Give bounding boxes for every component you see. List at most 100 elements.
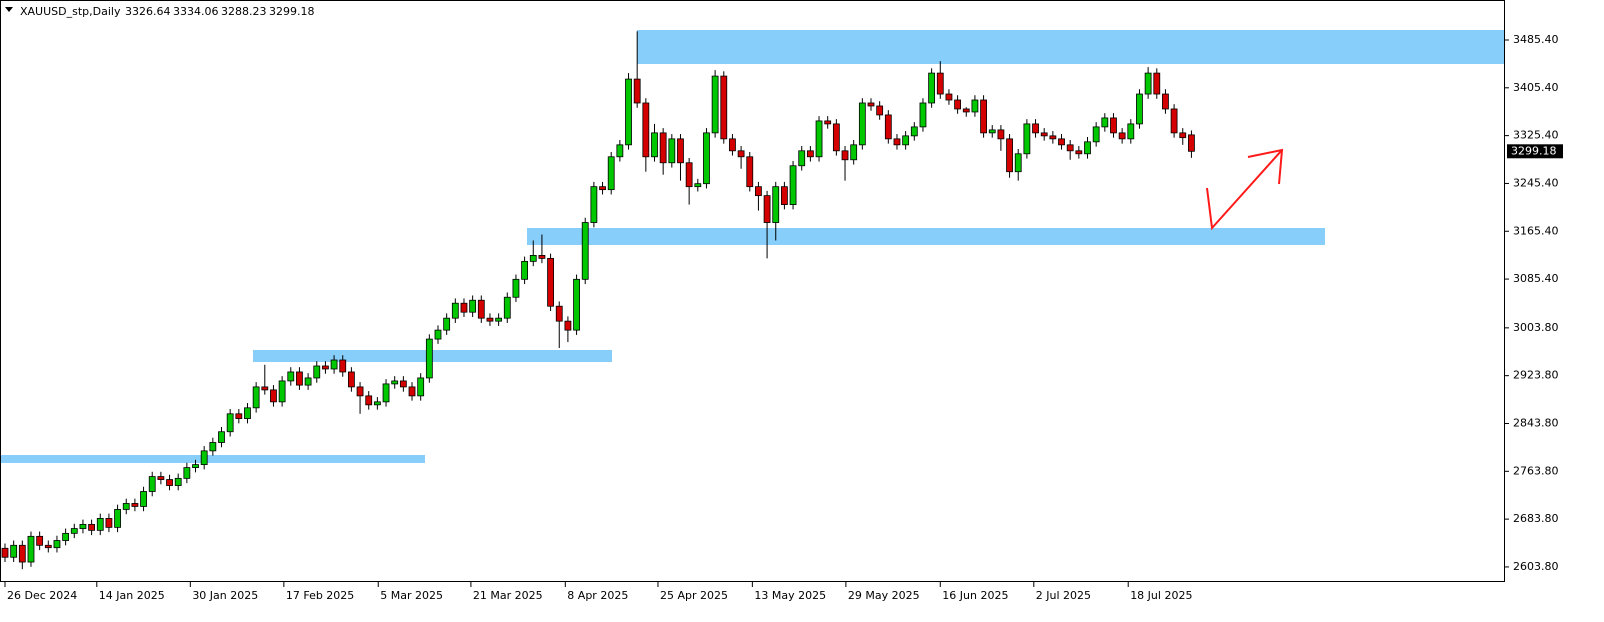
candle-body: [798, 150, 806, 167]
candle-body: [824, 120, 832, 125]
ohlc-close: 3299.18: [269, 5, 315, 18]
candle-body: [252, 386, 260, 409]
candle-body: [1162, 93, 1169, 110]
candle-body: [157, 476, 165, 480]
candle-body: [547, 257, 554, 307]
candle-body: [174, 477, 182, 486]
candle-body: [70, 528, 78, 534]
candle-body: [651, 132, 658, 158]
candle-body: [720, 75, 728, 140]
candle-body: [806, 150, 814, 158]
candle-body: [581, 222, 589, 280]
candle-body: [988, 129, 996, 134]
candle-body: [850, 144, 858, 161]
arrow-head: [1247, 148, 1284, 185]
y-tick-label: 3325.40: [1513, 129, 1559, 142]
candle-body: [425, 338, 433, 379]
candle-body: [1136, 93, 1143, 125]
candle-body: [417, 377, 425, 397]
candle-body: [18, 544, 26, 563]
candle-body: [218, 431, 225, 443]
candle-body: [88, 523, 95, 531]
candle-body: [339, 359, 347, 373]
candles: [1, 31, 1195, 570]
candle-body: [399, 380, 407, 388]
zone: [637, 30, 1505, 64]
candle-body: [538, 255, 546, 259]
candle-body: [391, 380, 399, 385]
candle-body: [876, 105, 884, 116]
x-tick-label: 16 Jun 2025: [942, 589, 1008, 602]
candle-body: [564, 320, 572, 331]
candle-body: [1110, 117, 1117, 134]
candle-body: [772, 186, 780, 223]
candle-body: [1, 547, 9, 558]
candle-body: [902, 135, 910, 146]
x-tick-label: 25 Apr 2025: [660, 589, 728, 602]
candle-body: [148, 476, 156, 492]
candle-body: [1127, 123, 1135, 140]
candle-body: [1006, 138, 1013, 173]
candle-body: [763, 195, 771, 223]
candle-body: [183, 467, 191, 479]
candle-body: [928, 72, 936, 104]
candle-body: [755, 186, 762, 197]
candle-body: [477, 299, 485, 319]
candle-body: [200, 450, 208, 466]
candle-body: [373, 401, 381, 406]
y-tick-label: 3245.40: [1513, 176, 1559, 189]
candle-body: [746, 156, 754, 188]
candle-body: [44, 544, 52, 549]
x-tick-label: 18 Jul 2025: [1130, 589, 1192, 602]
candle-body: [330, 359, 338, 370]
candle-body: [1032, 123, 1039, 134]
candle-body: [322, 365, 329, 370]
ohlc-low: 3288.23: [221, 5, 267, 18]
y-tick-label: 2923.80: [1513, 369, 1559, 382]
candle-body: [954, 99, 961, 110]
candle-body: [694, 183, 702, 188]
x-tick-label: 13 May 2025: [754, 589, 826, 602]
candle-body: [62, 532, 70, 541]
candle-body: [79, 523, 87, 529]
candle-body: [1066, 144, 1074, 152]
candle-body: [781, 186, 788, 205]
candle-body: [512, 278, 520, 298]
y-tick-label: 3003.80: [1513, 321, 1559, 334]
candle-body: [278, 380, 286, 403]
candle-body: [486, 317, 494, 322]
candle-body: [910, 126, 918, 137]
candle-body: [1101, 117, 1109, 128]
candle-body: [226, 413, 234, 433]
candle-body: [555, 305, 563, 322]
candle-body: [616, 144, 624, 158]
candle-body: [469, 299, 477, 313]
candle-body: [1118, 132, 1126, 140]
candle-body: [1023, 123, 1031, 155]
candle-body: [296, 371, 303, 386]
candle-body: [1092, 126, 1100, 143]
x-tick-label: 26 Dec 2024: [7, 589, 77, 602]
candle-body: [529, 255, 537, 262]
x-tick-label: 5 Mar 2025: [380, 589, 443, 602]
candle-body: [209, 442, 217, 452]
candle-body: [192, 464, 199, 468]
candle-body: [789, 165, 797, 205]
symbol-title: XAUUSD_stp,Daily: [20, 5, 121, 18]
candle-body: [1084, 141, 1091, 155]
y-tick-label: 2603.80: [1513, 560, 1559, 573]
candle-body: [114, 509, 121, 528]
candle-body: [729, 138, 736, 152]
candle-body: [313, 365, 321, 379]
candle-body: [105, 518, 113, 528]
candle-body: [832, 123, 840, 152]
candle-body: [1188, 134, 1195, 152]
candle-body: [945, 93, 953, 101]
x-tick-label: 8 Apr 2025: [567, 589, 628, 602]
candle-body: [962, 108, 970, 113]
candle-body: [460, 302, 468, 313]
y-tick-label: 2763.80: [1513, 464, 1559, 477]
y-tick-label: 3165.40: [1513, 224, 1559, 237]
